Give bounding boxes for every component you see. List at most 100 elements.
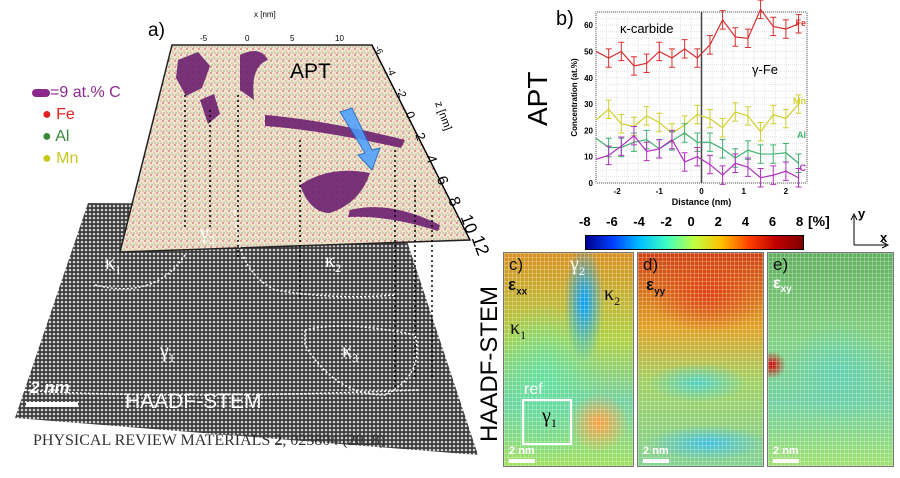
carbon-isosurfaces: [176, 51, 440, 231]
z-axis: [371, 44, 471, 241]
scale-bar: [643, 459, 669, 463]
error-bar: [719, 10, 726, 30]
panel-b-label: b): [556, 8, 574, 30]
error-bar: [630, 56, 637, 76]
y-tick-label: 0: [589, 179, 594, 188]
haadf-side-label: HAADF-STEM: [476, 286, 503, 442]
annotation-kappa-carbide: κ-carbide: [620, 21, 673, 36]
colorbar: [585, 235, 804, 250]
error-bar: [656, 139, 663, 159]
error-bar: [618, 41, 625, 62]
y-tick-label: 10: [584, 153, 593, 162]
error-bar: [770, 16, 777, 37]
error-bar: [732, 153, 739, 173]
strain-map-exy: e) εxy 2 nm: [767, 252, 894, 467]
scale-bar: [26, 402, 78, 407]
legend-item-al: ● Al: [42, 128, 70, 145]
error-bar: [782, 19, 789, 39]
series-label: Mn: [793, 96, 806, 106]
region-gamma2: γ2: [200, 222, 215, 247]
panel-d-label: d): [643, 255, 659, 274]
colorbar-tick: 8: [796, 214, 804, 229]
series-Al: Al: [595, 123, 806, 173]
citation: PHYSICAL REVIEW MATERIALS 2, 023804 (201…: [33, 432, 385, 449]
region-kappa1: κ1: [105, 252, 122, 277]
x-tick-label: 2: [784, 187, 789, 196]
error-bar: [694, 104, 701, 125]
x-tick: 5: [290, 34, 295, 43]
y-tick-label: 40: [584, 74, 593, 83]
error-bar: [668, 129, 675, 150]
error-bar: [618, 136, 625, 156]
error-bar: [643, 106, 650, 126]
error-bar: [630, 125, 637, 146]
error-bar: [719, 139, 726, 159]
series-label: Al: [797, 130, 806, 140]
ref-box: [522, 399, 572, 445]
error-bar: [706, 35, 713, 55]
apt-label: APT: [290, 60, 331, 83]
colorbar-tick: -8: [579, 214, 591, 229]
error-bar: [795, 94, 802, 114]
colorbar-tick: 0: [687, 214, 695, 229]
region-boundaries: [19, 209, 421, 396]
axis-x-label: x: [880, 230, 888, 245]
error-bar: [706, 132, 713, 152]
error-bar: [744, 106, 751, 126]
error-bar: [618, 114, 625, 134]
panel-a-3d-schematic: [15, 44, 478, 455]
scale-label: 2 nm: [643, 445, 669, 457]
haadf-label: HAADF-STEM: [125, 390, 262, 413]
colorbar-tick: 4: [741, 214, 749, 229]
colorbar-unit: [%]: [808, 213, 830, 229]
x-tick-label: 1: [741, 187, 746, 196]
error-bar: [681, 39, 688, 59]
region-kappa3: κ3: [342, 340, 359, 365]
colorbar-tick: -2: [660, 214, 672, 229]
error-bar: [656, 112, 663, 133]
error-bar: [668, 48, 675, 68]
error-bar: [656, 41, 663, 62]
x-tick: 0: [245, 34, 250, 43]
strain-map-exx: c) εxx γ2 κ2 κ1 ref γ1 2 nm: [503, 252, 634, 467]
ref-label: ref: [524, 381, 543, 398]
x-tick: 10: [335, 34, 344, 43]
scale-bar: [773, 459, 799, 463]
panel-c-label: c): [509, 255, 524, 274]
error-bar: [770, 144, 777, 164]
axes-icon: [850, 212, 890, 249]
error-bar: [719, 165, 726, 185]
legend-item-mn: ● Mn: [42, 150, 79, 167]
error-bar: [732, 27, 739, 47]
projection-lines: [184, 95, 433, 390]
x-tick: -5: [200, 34, 208, 43]
axis-y-label: y: [858, 206, 866, 221]
colorbar-tick: -6: [606, 214, 618, 229]
scale-label: 2 nm: [773, 445, 799, 457]
error-bar: [605, 48, 612, 68]
y-axis-label: Concentration (at.%): [570, 58, 579, 137]
series-label: Fe: [795, 18, 806, 28]
error-bar: [681, 123, 688, 143]
error-bar: [744, 157, 751, 177]
x-tick-label: 0: [699, 187, 704, 196]
x-tick-label: -2: [614, 187, 622, 196]
error-bar: [770, 104, 777, 125]
scale-bar: [509, 459, 535, 463]
panel-a-label: a): [148, 20, 165, 41]
error-bar: [770, 165, 777, 185]
error-bar: [757, 144, 764, 164]
region-kappa2: κ2: [325, 250, 342, 275]
error-bar: [694, 146, 701, 167]
error-bar: [782, 161, 789, 181]
error-bar: [757, 121, 764, 142]
error-bar: [795, 168, 802, 188]
y-tick-label: 20: [584, 126, 593, 135]
haadf-stem-plane: [15, 203, 478, 455]
error-bar: [757, 0, 764, 20]
error-bar: [605, 145, 612, 166]
error-bar: [782, 108, 789, 129]
x-tick-label: -1: [656, 187, 664, 196]
series-label: C: [800, 163, 807, 173]
